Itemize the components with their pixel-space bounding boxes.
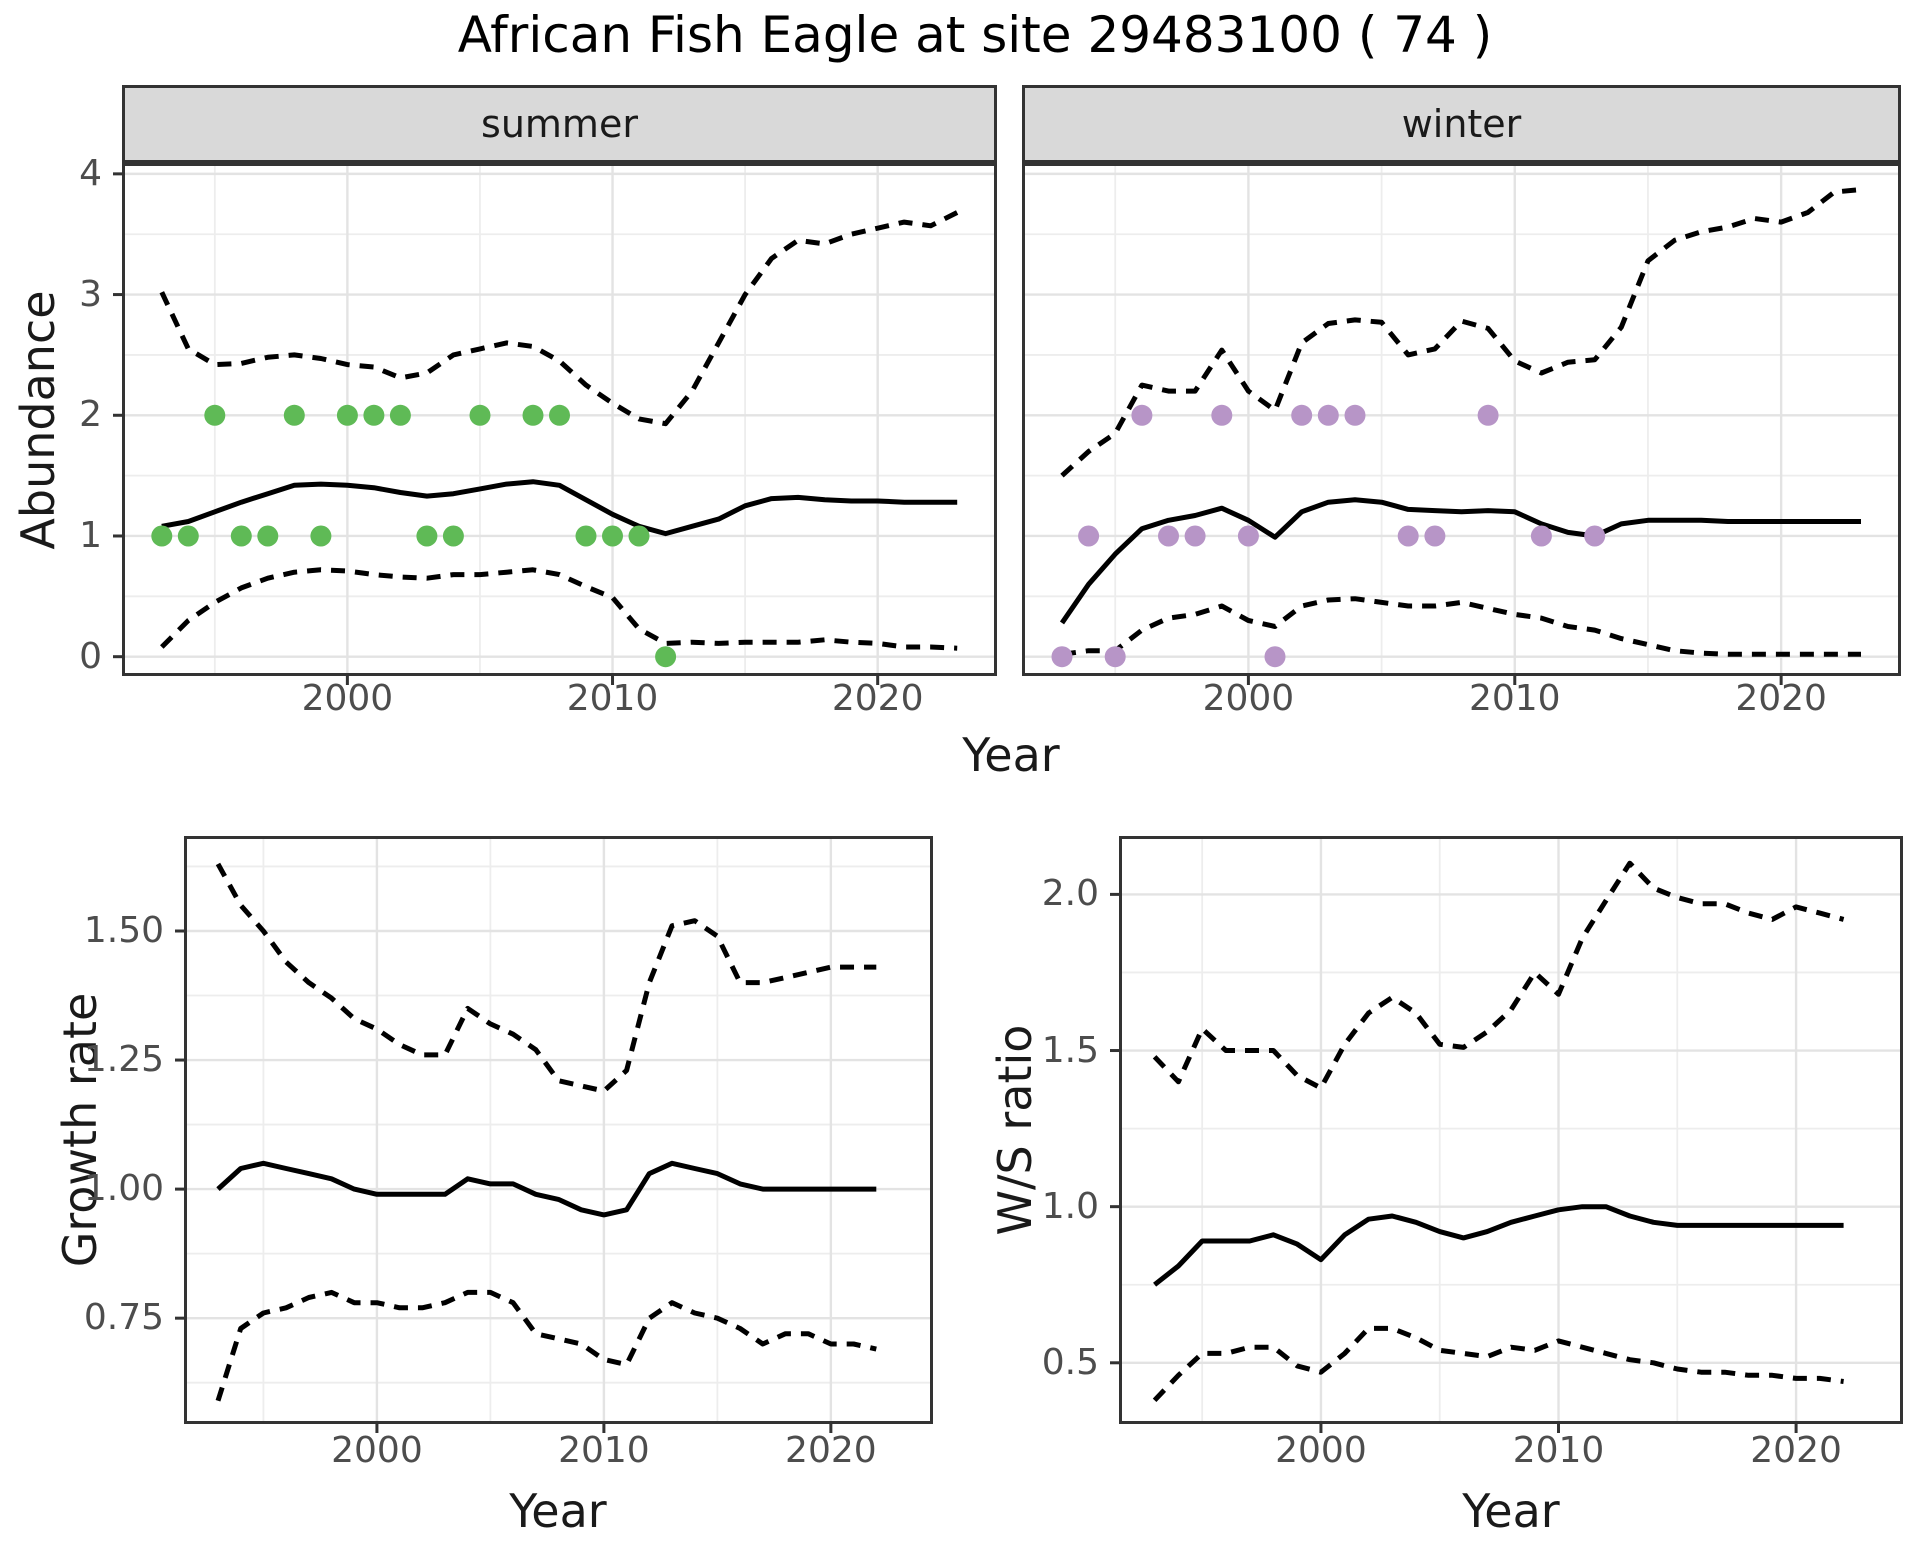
plot-title: African Fish Eagle at site 29483100 ( 74… <box>457 6 1493 64</box>
y-tick-label: 1.25 <box>83 1039 164 1081</box>
x-axis-label-year-top: Year <box>962 728 1060 782</box>
observation-point <box>1344 404 1366 426</box>
observation-point <box>442 525 464 547</box>
observation-point <box>151 525 173 547</box>
observation-point <box>257 525 279 547</box>
panel-background <box>1119 836 1903 1424</box>
observation-point <box>1397 525 1419 547</box>
observation-point <box>389 404 411 426</box>
x-axis-label-year-ws: Year <box>1462 1484 1560 1538</box>
observation-point <box>1184 525 1206 547</box>
observation-point <box>1477 404 1499 426</box>
x-tick-label: 2010 <box>1512 1430 1605 1471</box>
observation-point <box>310 525 332 547</box>
x-tick-label: 2000 <box>301 678 394 719</box>
panel-summer <box>113 163 997 685</box>
y-tick-label: 3 <box>79 273 102 315</box>
x-tick-label: 2020 <box>785 1430 877 1471</box>
observation-point <box>1291 404 1313 426</box>
y-tick-label: 2 <box>79 394 102 436</box>
observation-point <box>628 525 650 547</box>
panel-background <box>184 836 933 1424</box>
facet-strip-label: winter <box>1401 102 1522 146</box>
observation-point <box>1584 525 1606 547</box>
x-tick-label: 2020 <box>831 678 924 719</box>
observation-point <box>283 404 305 426</box>
observation-point <box>655 646 677 668</box>
x-tick-label: 2000 <box>1275 1430 1367 1471</box>
observation-point <box>1078 525 1100 547</box>
panel-background <box>1022 163 1901 676</box>
facet-strip-summer: summer <box>122 85 997 163</box>
observation-point <box>1051 646 1073 668</box>
lower-ci-line <box>160 567 958 651</box>
mean-line <box>1153 1204 1844 1287</box>
y-tick-label: 4 <box>79 152 102 194</box>
x-tick-label: 2020 <box>1735 678 1827 719</box>
panel-ws-ratio <box>1110 836 1903 1433</box>
observation-point <box>204 404 226 426</box>
observation-point <box>1530 525 1552 547</box>
observation-point <box>1237 525 1259 547</box>
y-tick-label: 1.0 <box>1041 1185 1099 1227</box>
observation-point <box>1104 646 1126 668</box>
x-tick-label: 2000 <box>1202 678 1295 719</box>
y-axis-label-ws-ratio: W/S ratio <box>988 1024 1042 1236</box>
observation-point <box>177 525 199 547</box>
observation-point <box>575 525 597 547</box>
y-tick-label: 1 <box>79 514 102 556</box>
mean-line <box>216 1160 877 1218</box>
y-tick-label: 1.5 <box>1041 1029 1099 1071</box>
observation-point <box>522 404 544 426</box>
facet-strip-label: summer <box>481 102 638 146</box>
y-tick-label: 0 <box>79 635 102 677</box>
lower-ci-line <box>1061 596 1861 657</box>
observation-point <box>549 404 570 426</box>
observation-point <box>363 404 385 426</box>
observation-point <box>469 404 491 426</box>
observation-point <box>336 404 358 426</box>
observation-point <box>602 525 623 547</box>
mean-line <box>161 479 958 537</box>
observation-point <box>1211 404 1233 426</box>
observation-point <box>1317 404 1339 426</box>
x-axis-label-year-growth: Year <box>509 1484 607 1538</box>
y-tick-label: 1.50 <box>83 909 164 951</box>
panel-border <box>122 163 997 676</box>
observation-point <box>1158 525 1179 547</box>
lower-ci-line <box>1152 1325 1844 1403</box>
panel-border <box>1022 163 1901 676</box>
upper-ci-line <box>215 862 877 1094</box>
panel-border <box>184 836 933 1424</box>
observation-point <box>1264 646 1286 668</box>
observation-point <box>1424 525 1446 547</box>
upper-ci-line <box>1060 187 1862 478</box>
facet-strip-winter: winter <box>1022 85 1901 163</box>
mean-line <box>1059 497 1861 625</box>
panel-growth-rate <box>175 836 933 1433</box>
y-tick-label: 1.00 <box>83 1168 164 1210</box>
x-tick-label: 2000 <box>331 1430 423 1471</box>
panel-border <box>1119 836 1903 1424</box>
lower-ci-line <box>215 1289 877 1402</box>
observation-point <box>230 525 252 547</box>
observation-point <box>1131 404 1153 426</box>
panel-winter <box>1022 163 1901 685</box>
x-tick-label: 2020 <box>1750 1430 1842 1471</box>
x-tick-label: 2010 <box>566 678 659 719</box>
upper-ci-line <box>1152 860 1845 1091</box>
x-tick-label: 2010 <box>1468 678 1561 719</box>
y-tick-label: 0.5 <box>1041 1341 1099 1383</box>
y-tick-label: 2.0 <box>1041 873 1099 915</box>
observation-point <box>416 525 438 547</box>
upper-ci-line <box>159 210 959 427</box>
x-tick-label: 2010 <box>558 1430 650 1471</box>
y-tick-label: 0.75 <box>83 1297 164 1339</box>
